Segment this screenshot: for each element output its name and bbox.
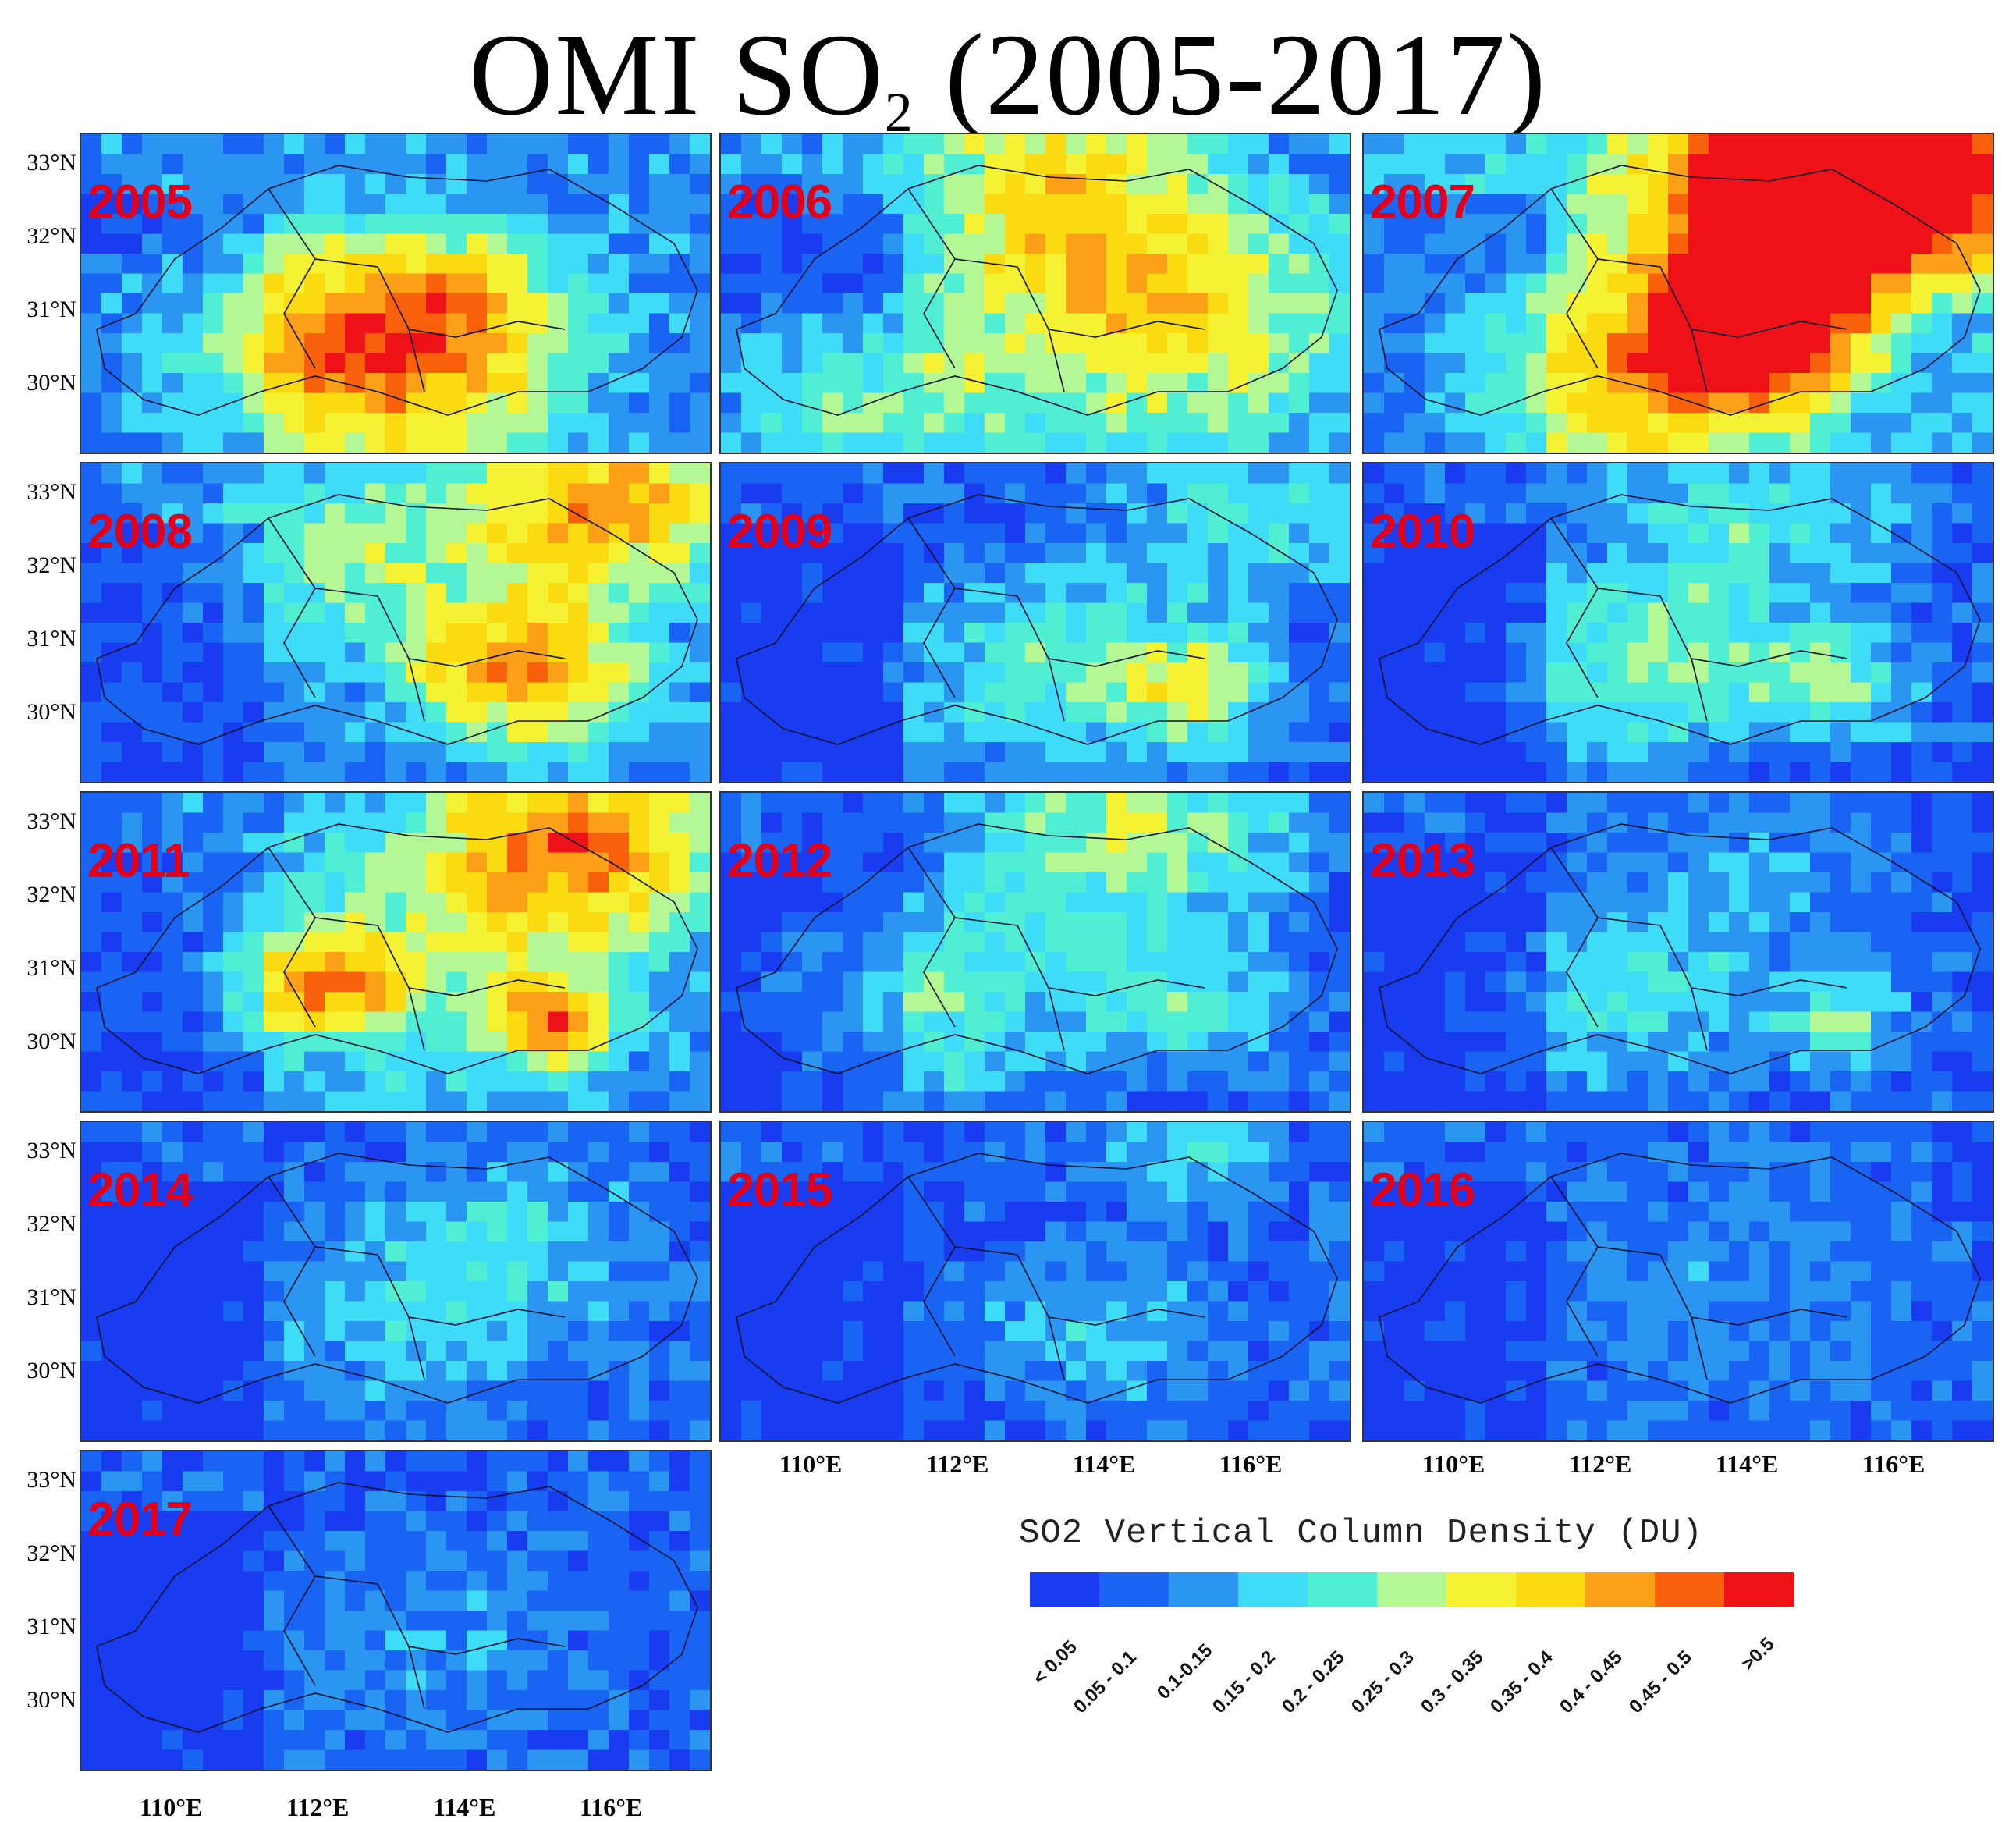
- year-label: 2005: [87, 175, 192, 230]
- legend-label: 0.1-0.15: [1153, 1639, 1217, 1703]
- legend-label: 0.3 - 0.35: [1417, 1646, 1489, 1718]
- year-label: 2015: [727, 1163, 832, 1218]
- map-panel-2007: 2007: [1362, 133, 1994, 454]
- longitude-label: 116°E: [1219, 1450, 1282, 1479]
- map-panel-2015: 2015: [719, 1121, 1351, 1442]
- legend-label: 0.45 - 0.5: [1625, 1646, 1697, 1718]
- legend-title: SO2 Vertical Column Density (DU): [1019, 1514, 1703, 1553]
- latitude-label: 31°N: [2, 1614, 76, 1640]
- longitude-label: 114°E: [433, 1793, 495, 1822]
- legend-label: 0.25 - 0.3: [1347, 1646, 1419, 1718]
- map-panel-2009: 2009: [719, 462, 1351, 783]
- latitude-label: 33°N: [2, 1138, 76, 1164]
- latitude-label: 31°N: [2, 955, 76, 982]
- legend-swatch: [1446, 1572, 1516, 1607]
- latitude-label: 31°N: [2, 297, 76, 323]
- legend-label: 0.05 - 0.1: [1070, 1646, 1141, 1718]
- year-label: 2012: [727, 833, 832, 889]
- map-panel-2011: 2011: [80, 791, 712, 1113]
- legend-color-bar: [1030, 1572, 1794, 1607]
- longitude-label: 110°E: [140, 1793, 202, 1822]
- year-label: 2010: [1370, 504, 1475, 559]
- year-label: 2008: [87, 504, 192, 559]
- longitude-label: 112°E: [926, 1450, 988, 1479]
- longitude-label: 116°E: [1862, 1450, 1925, 1479]
- longitude-label: 112°E: [286, 1793, 349, 1822]
- latitude-label: 31°N: [2, 1284, 76, 1311]
- longitude-label: 116°E: [580, 1793, 642, 1822]
- latitude-label: 32°N: [2, 1211, 76, 1238]
- latitude-label: 33°N: [2, 1467, 76, 1493]
- figure-title: OMI SO2 (2005-2017): [0, 8, 2016, 145]
- year-label: 2006: [727, 175, 832, 230]
- map-panel-2008: 2008: [80, 462, 712, 783]
- longitude-label: 110°E: [1422, 1450, 1485, 1479]
- map-panel-2010: 2010: [1362, 462, 1994, 783]
- latitude-label: 32°N: [2, 1540, 76, 1567]
- map-panel-2014: 2014: [80, 1121, 712, 1442]
- longitude-label: 110°E: [779, 1450, 842, 1479]
- year-label: 2017: [87, 1492, 192, 1547]
- year-label: 2009: [727, 504, 832, 559]
- legend-label: >0.5: [1737, 1633, 1779, 1675]
- legend-label: 0.15 - 0.2: [1209, 1646, 1280, 1718]
- year-label: 2014: [87, 1163, 192, 1218]
- latitude-label: 33°N: [2, 479, 76, 506]
- latitude-label: 33°N: [2, 150, 76, 176]
- year-label: 2013: [1370, 833, 1475, 889]
- year-label: 2016: [1370, 1163, 1475, 1218]
- longitude-label: 114°E: [1073, 1450, 1135, 1479]
- longitude-label: 114°E: [1716, 1450, 1778, 1479]
- map-panel-2005: 2005: [80, 133, 712, 454]
- legend-swatch: [1516, 1572, 1585, 1607]
- latitude-label: 30°N: [2, 699, 76, 726]
- legend-swatch: [1724, 1572, 1794, 1607]
- map-panel-2017: 2017: [80, 1450, 712, 1771]
- title-main: OMI SO: [469, 10, 885, 140]
- map-panel-2012: 2012: [719, 791, 1351, 1113]
- legend-swatch: [1169, 1572, 1238, 1607]
- legend-swatch: [1377, 1572, 1446, 1607]
- legend-label: < 0.05: [1029, 1636, 1081, 1689]
- year-label: 2011: [87, 833, 190, 889]
- legend-label: 0.35 - 0.4: [1486, 1646, 1558, 1718]
- legend-swatch: [1585, 1572, 1655, 1607]
- latitude-label: 31°N: [2, 626, 76, 652]
- longitude-label: 112°E: [1569, 1450, 1631, 1479]
- title-suffix: (2005-2017): [914, 10, 1547, 140]
- legend-swatch: [1030, 1572, 1099, 1607]
- legend-swatch: [1655, 1572, 1724, 1607]
- map-panel-2013: 2013: [1362, 791, 1994, 1113]
- latitude-label: 30°N: [2, 370, 76, 396]
- legend-swatch: [1238, 1572, 1308, 1607]
- latitude-label: 30°N: [2, 1028, 76, 1055]
- map-panel-2016: 2016: [1362, 1121, 1994, 1442]
- legend-swatch: [1099, 1572, 1169, 1607]
- latitude-label: 30°N: [2, 1687, 76, 1714]
- map-panel-2006: 2006: [719, 133, 1351, 454]
- year-label: 2007: [1370, 175, 1475, 230]
- latitude-label: 32°N: [2, 223, 76, 250]
- latitude-label: 32°N: [2, 552, 76, 579]
- latitude-label: 32°N: [2, 882, 76, 908]
- legend-label: 0.4 - 0.45: [1556, 1646, 1627, 1718]
- latitude-label: 30°N: [2, 1358, 76, 1384]
- legend-label: 0.2 - 0.25: [1278, 1646, 1350, 1718]
- legend-swatch: [1308, 1572, 1377, 1607]
- latitude-label: 33°N: [2, 808, 76, 835]
